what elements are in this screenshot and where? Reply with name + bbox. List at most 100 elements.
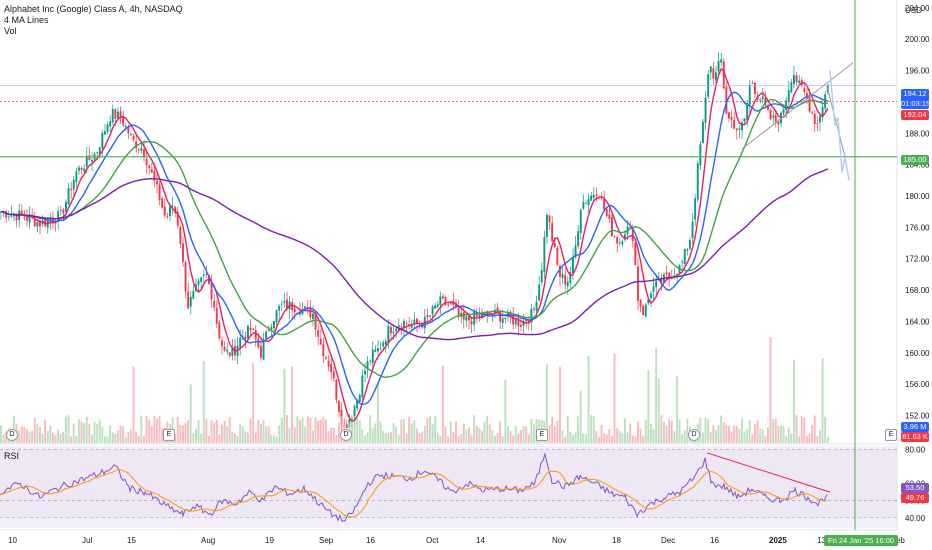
volume-bar <box>319 419 322 443</box>
event-marker[interactable]: E <box>536 429 548 441</box>
volume-bar <box>444 426 447 443</box>
candle-body <box>83 168 86 171</box>
y-tick-label: 196.00 <box>905 67 930 76</box>
event-marker[interactable]: D <box>688 429 700 441</box>
candle-body <box>543 236 546 272</box>
candle-body <box>202 274 205 277</box>
volume-bar <box>574 432 577 443</box>
candle-body <box>517 319 520 327</box>
candle-body <box>741 122 743 131</box>
volume-bar <box>148 419 151 443</box>
candle-body <box>10 214 13 217</box>
candle-body <box>137 149 140 150</box>
rsi-legend[interactable]: RSI <box>4 451 20 461</box>
volume-bar <box>600 424 603 443</box>
volume-bar <box>18 430 21 443</box>
candle-body <box>312 313 314 319</box>
volume-bar <box>465 429 468 443</box>
candle-body <box>587 199 590 206</box>
candle-body <box>798 80 801 83</box>
volume-bar <box>473 415 476 443</box>
volume-bar <box>605 434 608 443</box>
candle-body <box>470 321 473 325</box>
candle-body <box>91 160 93 162</box>
volume-bar <box>312 430 314 443</box>
volume-bar <box>631 435 634 443</box>
event-marker[interactable]: E <box>163 429 175 441</box>
candle-body <box>821 106 824 118</box>
moving-average-line <box>0 67 829 422</box>
candle-body <box>317 330 320 337</box>
candle-body <box>553 242 556 248</box>
candle-body <box>293 308 296 313</box>
volume-bar <box>806 435 808 443</box>
candle-body <box>228 352 231 356</box>
candle-body <box>166 216 169 218</box>
candle-body <box>595 194 598 196</box>
candle-body <box>260 345 262 358</box>
volume-bar <box>390 431 392 443</box>
candle-body <box>754 82 756 95</box>
volume-bar <box>426 418 429 443</box>
volume-bar <box>366 432 369 443</box>
volume-label[interactable]: Vol <box>4 26 17 36</box>
volume-bar <box>491 430 494 443</box>
candle-body <box>226 349 229 352</box>
volume-bar <box>670 421 673 443</box>
volume-bar <box>117 430 119 443</box>
volume-bar <box>655 348 658 443</box>
volume-bar <box>36 424 39 443</box>
volume-bar <box>405 433 408 443</box>
indicator-label[interactable]: 4 MA Lines <box>4 15 49 25</box>
candle-body <box>660 278 663 284</box>
event-marker[interactable]: D <box>340 429 352 441</box>
candle-body <box>603 199 606 210</box>
candle-body <box>41 220 44 225</box>
event-marker[interactable]: D <box>6 429 18 441</box>
volume-bar <box>286 415 288 443</box>
candle-body <box>728 112 730 119</box>
volume-bar <box>434 415 437 443</box>
candle-body <box>462 312 465 320</box>
candle-body <box>748 84 751 105</box>
candle-body <box>644 304 647 317</box>
rsi-ma-line <box>0 468 828 518</box>
candle-body <box>13 214 15 217</box>
volume-bar <box>280 417 283 443</box>
candle-body <box>158 184 161 201</box>
volume-bar <box>195 428 197 443</box>
currency-label[interactable]: USD <box>905 6 922 15</box>
earnings-marker-right[interactable]: E <box>885 429 897 441</box>
volume-bar <box>54 435 57 443</box>
volume-bar <box>520 429 522 443</box>
volume-bar <box>527 434 530 443</box>
candle-body <box>527 320 530 323</box>
candle-body <box>358 395 361 402</box>
candle-body <box>327 360 330 367</box>
volume-bar <box>787 427 790 443</box>
y-tick-label: 180.00 <box>905 192 930 201</box>
candle-body <box>403 321 405 328</box>
volume-bar <box>785 435 788 443</box>
volume-bar <box>509 431 512 443</box>
candle-body <box>249 327 252 331</box>
volume-bar <box>738 429 741 443</box>
candle-body <box>499 311 502 322</box>
candle-body <box>96 151 99 153</box>
volume-bar <box>780 425 782 443</box>
volume-bar <box>226 426 229 443</box>
candle-body <box>101 132 104 149</box>
candle-body <box>114 109 117 119</box>
volume-bar <box>288 428 291 443</box>
symbol-title[interactable]: Alphabet Inc (Google) Class A, 4h, NASDA… <box>4 4 183 14</box>
candle-body <box>613 236 616 238</box>
volume-bar <box>579 390 582 443</box>
candle-body <box>522 320 525 326</box>
rsi-value-tag: 53.50 <box>901 483 929 493</box>
volume-bar <box>351 415 353 443</box>
volume-bar <box>153 415 156 443</box>
candle-body <box>455 303 457 308</box>
volume-bar <box>254 432 257 443</box>
volume-bar <box>278 425 281 443</box>
